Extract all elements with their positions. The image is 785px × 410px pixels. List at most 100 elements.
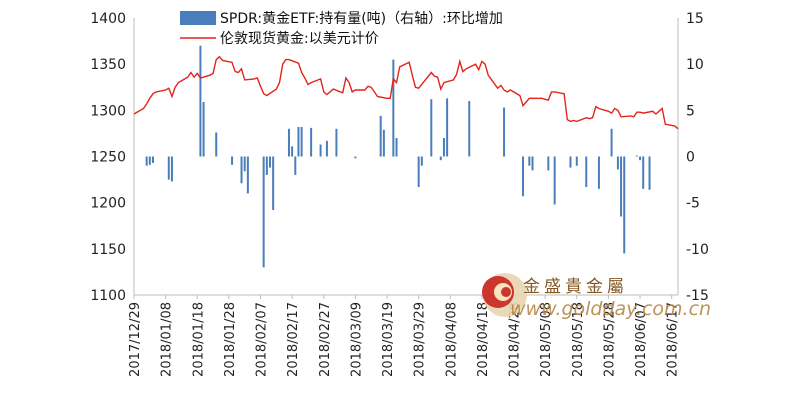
etf-bars [145, 45, 651, 268]
etf-bar [246, 156, 249, 194]
etf-bar [272, 156, 275, 211]
etf-bar [269, 156, 271, 168]
left-tick-label: 1150 [90, 242, 126, 258]
etf-bar [623, 156, 626, 254]
right-tick-label: 0 [686, 150, 695, 166]
etf-bar [430, 99, 433, 157]
watermark-logo [482, 273, 527, 317]
left-tick-label: 1200 [90, 196, 126, 212]
legend: SPDR:黄金ETF:持有量(吨)（右轴）:环比增加 伦敦现货黄金:以美元计价 [180, 10, 503, 47]
etf-bar [616, 156, 619, 170]
x-tick-label: 2018/02/27 [318, 302, 333, 377]
left-tick-label: 1350 [90, 57, 126, 73]
etf-bar [262, 156, 265, 268]
etf-bar [503, 107, 506, 157]
etf-bar [585, 156, 588, 187]
etf-bar [642, 156, 645, 189]
etf-bar [392, 59, 395, 157]
x-tick-label: 2018/05/18 [571, 302, 586, 377]
etf-bar [420, 156, 423, 166]
watermark-brand: 金盛貴金屬 [523, 277, 628, 297]
left-axis: 1100 1150 1200 1250 1300 1350 1400 [90, 11, 126, 304]
etf-bar [291, 146, 294, 157]
etf-bar [354, 156, 357, 159]
etf-bar [379, 115, 382, 157]
etf-bar [265, 156, 268, 175]
left-tick-label: 1400 [90, 11, 126, 27]
etf-bar [243, 156, 246, 172]
x-tick-label: 2018/03/09 [349, 302, 364, 377]
etf-bar [151, 156, 154, 163]
right-tick-label: -10 [686, 242, 709, 258]
etf-bar [199, 45, 202, 157]
etf-bar [240, 156, 243, 184]
x-tick-label: 2018/05/28 [602, 302, 617, 377]
left-tick-label: 1250 [90, 150, 126, 166]
legend-bar-label: SPDR:黄金ETF:持有量(吨)（右轴）:环比增加 [220, 10, 503, 27]
x-tick-label: 2018/01/28 [223, 302, 238, 377]
etf-bar [297, 126, 300, 157]
right-tick-label: -5 [686, 196, 700, 212]
x-tick-label: 2018/01/18 [191, 302, 206, 377]
etf-bar [202, 102, 205, 157]
etf-bar [167, 156, 170, 180]
etf-bar [442, 138, 445, 157]
etf-bar [294, 156, 297, 175]
x-tick-label: 2018/04/28 [508, 302, 523, 377]
etf-bar [620, 156, 623, 217]
watermark-url: www.goldday.com.cn [510, 298, 711, 320]
etf-bar [575, 156, 578, 166]
etf-bar [528, 156, 531, 166]
x-tick-label: 2018/01/08 [160, 302, 175, 377]
x-tick-label: 2017/12/29 [128, 302, 143, 377]
etf-bar [531, 156, 534, 171]
etf-bar [287, 128, 290, 157]
etf-bar [648, 156, 651, 190]
etf-bar [639, 156, 642, 161]
watermark: 金盛貴金屬 www.goldday.com.cn [482, 273, 711, 320]
etf-bar [310, 127, 313, 157]
gold-price-line [133, 55, 679, 130]
etf-bar [439, 156, 442, 161]
etf-bar [610, 128, 613, 157]
legend-line-label: 伦敦现货黄金:以美元计价 [220, 30, 379, 47]
x-axis: 2017/12/29 2018/01/08 2018/01/18 2018/01/28… [128, 295, 681, 377]
legend-bar-swatch [180, 11, 216, 25]
etf-bar [569, 156, 572, 168]
etf-bar [145, 156, 148, 166]
etf-bar [170, 156, 173, 182]
etf-bar [335, 128, 338, 157]
x-tick-label: 2018/06/07 [634, 302, 649, 377]
x-tick-label: 2018/02/17 [286, 302, 301, 377]
etf-bar [319, 144, 322, 157]
right-tick-label: 10 [686, 57, 704, 73]
x-tick-label: 2018/04/08 [444, 302, 459, 377]
x-tick-label: 2018/03/19 [381, 302, 396, 377]
etf-bar [553, 156, 556, 205]
right-tick-label: 15 [686, 11, 704, 27]
etf-bar [597, 156, 600, 189]
right-axis: -15 -10 -5 0 5 10 15 [686, 11, 709, 304]
right-tick-label: 5 [686, 103, 695, 119]
etf-bar [547, 156, 550, 171]
etf-bar [215, 132, 218, 157]
x-tick-label: 2018/03/29 [413, 302, 428, 377]
etf-bar [417, 156, 420, 187]
etf-bar [148, 156, 151, 165]
right-tick-label: -15 [686, 288, 709, 304]
etf-bar [395, 138, 398, 157]
etf-bar [468, 101, 471, 157]
x-tick-label: 2018/02/07 [255, 302, 270, 377]
etf-bar [635, 155, 638, 157]
left-tick-label: 1100 [90, 288, 126, 304]
left-tick-label: 1300 [90, 103, 126, 119]
etf-bar [446, 98, 449, 157]
x-tick-label: 2018/04/18 [476, 302, 491, 377]
x-tick-label: 2018/06/17 [666, 302, 681, 377]
gold-price-polyline [133, 55, 679, 130]
x-tick-label: 2018/05/08 [539, 302, 554, 377]
etf-bar [300, 126, 303, 157]
etf-bar [325, 140, 328, 157]
plot-frame [133, 18, 679, 296]
